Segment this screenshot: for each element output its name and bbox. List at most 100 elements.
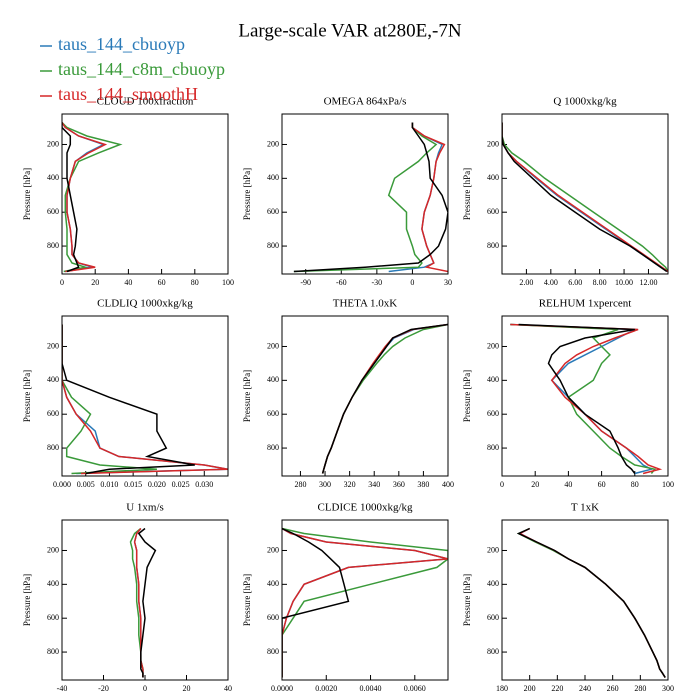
chart-title: Large-scale VAR at280E,-7N [238,20,461,41]
y-tick-label: 800 [267,241,279,250]
y-tick-label: 200 [47,545,59,554]
y-axis-label: Pressure [hPa] [22,370,32,422]
profile-line [62,324,228,475]
y-tick-label: 200 [487,139,499,148]
profile-line [502,122,668,273]
x-tick-label: 20 [91,278,99,287]
x-tick-label: 80 [191,278,199,287]
y-tick-label: 600 [47,613,59,622]
x-tick-label: 260 [607,684,619,693]
x-tick-label: 0.0020 [315,684,337,693]
panel-title: THETA 1.0xK [333,298,398,310]
profile-line [502,122,668,272]
x-tick-label: 200 [524,684,536,693]
y-tick-label: 400 [487,375,499,384]
profile-line [518,323,636,474]
profile-line [321,323,448,474]
x-tick-label: 4.00 [544,278,558,287]
plot-frame [61,315,229,477]
x-tick-label: 40 [224,684,232,693]
y-tick-label: 800 [487,443,499,452]
y-tick-label: 800 [487,647,499,656]
y-tick-label: 600 [267,613,279,622]
profile-line [411,122,448,273]
y-tick-label: 200 [267,341,279,350]
x-tick-label: 320 [344,480,356,489]
panel-title: Q 1000xkg/kg [553,96,617,108]
y-tick-label: 400 [267,579,279,588]
panel-title: U 1xm/s [126,502,164,514]
profile-line [62,324,195,475]
profile-line [293,122,448,273]
y-tick-label: 200 [267,545,279,554]
y-tick-label: 600 [487,409,499,418]
x-tick-label: 30 [444,278,452,287]
x-tick-label: 340 [368,480,380,489]
profile-line [282,527,448,678]
x-tick-label: 240 [579,684,591,693]
x-tick-label: -40 [57,684,68,693]
panel-title: CLDLIQ 1000xkg/kg [97,298,193,310]
profile-line [293,122,438,273]
panel-title: OMEGA 864xPa/s [324,96,407,108]
panel-title: RELHUM 1xpercent [539,298,632,310]
x-tick-label: -30 [372,278,383,287]
legend-label: taus_144_cbuoyp [58,34,185,54]
plot-frame [281,519,449,681]
x-tick-label: 0.0060 [404,684,426,693]
y-axis-label: Pressure [hPa] [22,168,32,220]
x-tick-label: 0.0000 [271,684,293,693]
y-tick-label: 600 [267,409,279,418]
legend-label: taus_144_smoothH [58,84,198,104]
profile-line [133,528,144,678]
x-tick-label: 8.00 [593,278,607,287]
x-tick-label: 60 [598,480,606,489]
y-tick-label: 400 [47,375,59,384]
y-tick-label: 400 [487,579,499,588]
x-tick-label: 380 [417,480,429,489]
profile-line [282,527,448,678]
x-tick-label: 0 [500,480,504,489]
x-tick-label: 0.0040 [360,684,382,693]
x-tick-label: -90 [300,278,311,287]
panel-title: CLDICE 1000xkg/kg [317,502,413,514]
x-tick-label: 0.000 [53,480,71,489]
profile-line [518,527,666,678]
y-tick-label: 200 [487,341,499,350]
profile-line [282,527,350,678]
x-tick-label: 400 [442,480,454,489]
y-tick-label: 600 [487,207,499,216]
x-tick-label: 280 [294,480,306,489]
profile-line [502,122,668,273]
x-tick-label: 40 [124,278,132,287]
x-tick-label: 10.00 [615,278,633,287]
y-tick-label: 600 [267,207,279,216]
y-tick-label: 200 [267,139,279,148]
profile-line [516,527,666,678]
x-tick-label: 0.030 [195,480,213,489]
x-tick-label: 100 [662,480,674,489]
x-tick-label: 300 [319,480,331,489]
y-tick-label: 400 [47,579,59,588]
x-tick-label: -20 [98,684,109,693]
y-tick-label: 800 [267,443,279,452]
y-tick-label: 800 [487,241,499,250]
profile-line [388,122,444,273]
y-tick-label: 400 [487,173,499,182]
x-tick-label: 0 [410,278,414,287]
x-tick-label: 0.010 [100,480,118,489]
profile-line [137,527,157,678]
x-tick-label: 40 [564,480,572,489]
y-tick-label: 400 [47,173,59,182]
x-tick-label: 20 [531,480,539,489]
x-tick-label: 220 [551,684,563,693]
x-tick-label: 0 [143,684,147,693]
x-tick-label: 300 [662,684,674,693]
x-tick-label: 360 [393,480,405,489]
y-axis-label: Pressure [hPa] [22,574,32,626]
y-axis-label: Pressure [hPa] [242,370,252,422]
y-tick-label: 800 [267,647,279,656]
profile-line [510,323,663,475]
y-tick-label: 600 [47,409,59,418]
